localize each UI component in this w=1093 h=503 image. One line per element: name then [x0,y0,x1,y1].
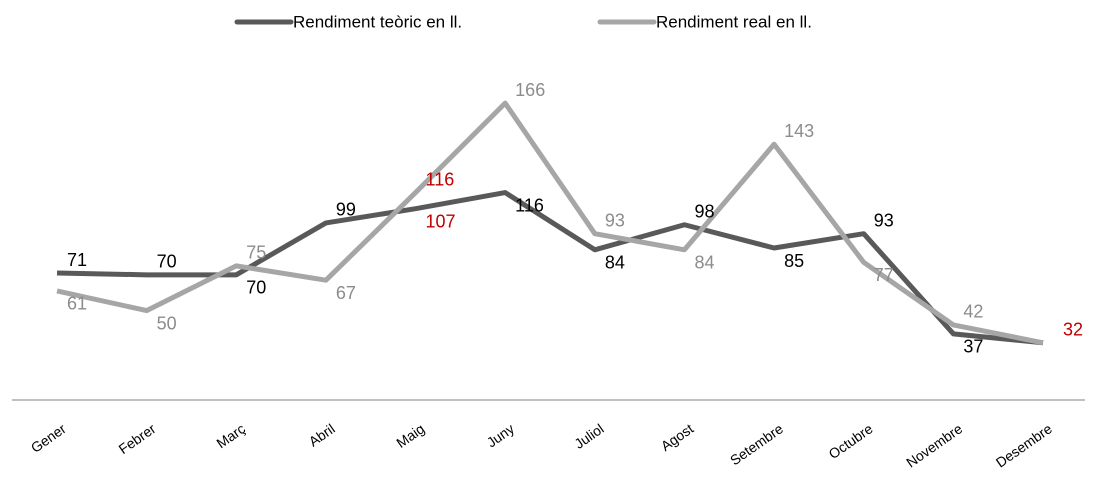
data-label: 61 [67,294,87,314]
x-tick-label: Agost [658,420,697,454]
x-tick-label: Octubre [826,420,876,462]
x-tick-label: Setembre [727,420,786,468]
data-label: 75 [246,243,266,263]
data-label: 77 [874,265,894,285]
x-tick-label: Gener [28,420,69,456]
data-label: 67 [336,283,356,303]
data-label: 70 [157,252,177,272]
series-line [56,100,1044,346]
data-label: 166 [515,80,545,100]
data-label: 99 [336,200,356,220]
data-label: 32 [1063,320,1083,340]
data-label: 37 [963,337,983,357]
data-label: 85 [784,251,804,271]
x-tick-label: Novembre [903,420,965,470]
series-line [56,190,1044,346]
data-label: 50 [157,313,177,333]
legend-label: Rendiment real en ll. [656,12,812,31]
data-label: 70 [246,278,266,298]
data-label: 107 [426,211,456,231]
x-tick-label: Febrer [116,420,159,457]
data-label: 98 [694,202,714,222]
data-label: 93 [605,210,625,230]
data-label: 71 [67,250,87,270]
data-label: 42 [963,302,983,322]
x-tick-label: Desembre [993,420,1055,470]
data-label: 143 [784,121,814,141]
x-tick-label: Abril [306,420,338,449]
x-tick-label: Juliol [571,420,606,451]
data-label: 84 [694,253,714,273]
legend-label: Rendiment teòric en ll. [293,12,462,31]
x-tick-label: Juny [484,420,517,450]
data-label: 116 [426,169,455,189]
data-label: 84 [605,253,625,273]
x-tick-label: Maig [393,420,427,451]
x-tick-label: Març [213,420,248,451]
data-label: 93 [874,210,894,230]
data-label: 116 [515,195,544,215]
